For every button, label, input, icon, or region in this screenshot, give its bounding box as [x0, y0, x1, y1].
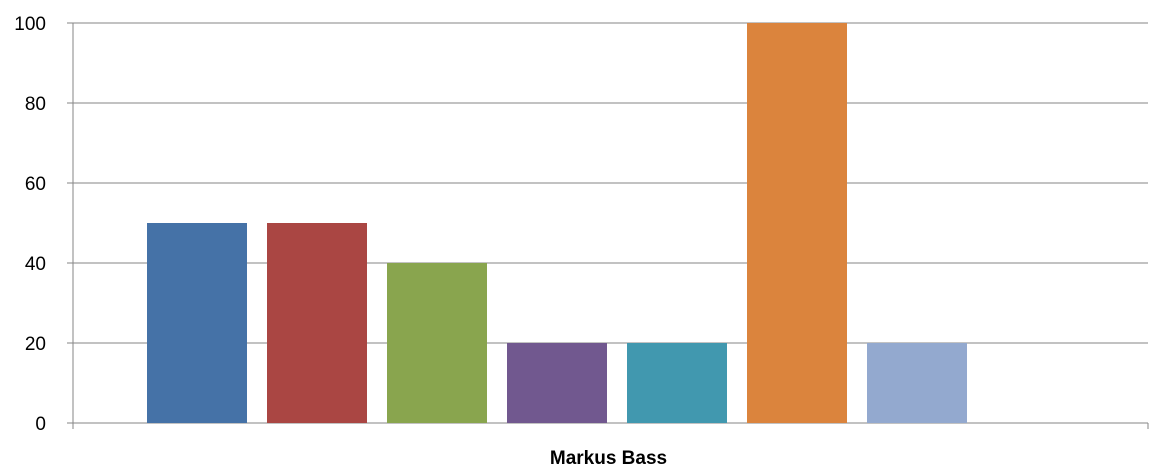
- y-tick-label: 40: [25, 254, 46, 275]
- bar-series-7: [867, 343, 967, 423]
- axes: [67, 22, 1149, 429]
- bar-series-2: [267, 223, 367, 423]
- y-tick-label: 80: [25, 94, 46, 115]
- y-tick-label: 100: [14, 14, 46, 35]
- gridlines: [73, 22, 1148, 344]
- y-tick-label: 0: [35, 414, 46, 435]
- bar-series-5: [627, 343, 727, 423]
- bar-series-1: [147, 223, 247, 423]
- x-category-label: Markus Bass: [550, 448, 667, 466]
- bar-series-3: [387, 263, 487, 423]
- labels: 0 20 40 60 80 100 Markus Bass: [14, 14, 667, 466]
- bar-series-6: [747, 23, 847, 423]
- bars: [147, 23, 967, 423]
- y-tick-label: 60: [25, 174, 46, 195]
- bar-series-4: [507, 343, 607, 423]
- y-tick-label: 20: [25, 334, 46, 355]
